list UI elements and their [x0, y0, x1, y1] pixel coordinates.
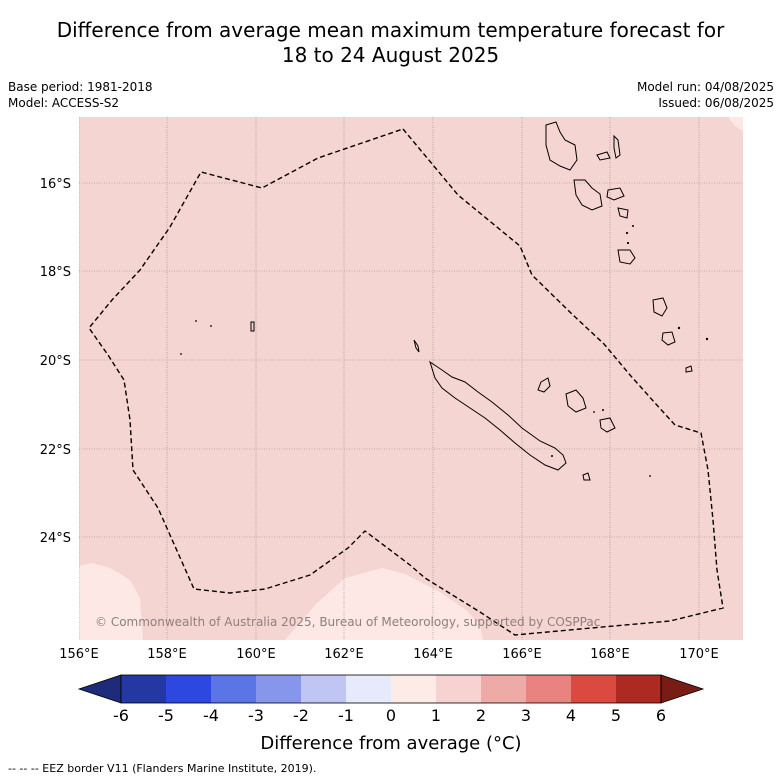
- island-epi: [606, 187, 625, 201]
- eez-footnote: -- -- -- EEZ border V11 (Flanders Marine…: [8, 762, 317, 775]
- model-run: Model run: 04/08/2025: [636, 80, 774, 94]
- colorbar-tick: -5: [158, 706, 174, 725]
- island-ile-des-pins: [582, 472, 591, 481]
- lat-label: 22°S: [40, 443, 71, 458]
- colorbar-tick: 2: [476, 706, 486, 725]
- anomaly-0-to-1-region-west: [79, 563, 143, 640]
- colorbar-swatch: [256, 675, 301, 703]
- colorbar-swatch: [121, 675, 166, 703]
- island-erromango: [617, 249, 636, 265]
- colorbar: -6 -5 -4 -3 -2 -1 0 1 2 3 4 5 6 Differen…: [77, 674, 705, 754]
- lon-label: 156°E: [59, 647, 99, 662]
- colorbar-swatch: [481, 675, 526, 703]
- colorbar-swatch: [166, 675, 211, 703]
- lat-label: 16°S: [40, 177, 71, 192]
- colorbar-tick: -3: [248, 706, 264, 725]
- meta-left: Base period: 1981-2018 Model: ACCESS-S2: [8, 79, 153, 111]
- island-mare: [599, 417, 616, 433]
- lon-label: 162°E: [324, 647, 364, 662]
- colorbar-tick: -4: [203, 706, 219, 725]
- model-name: Model: ACCESS-S2: [8, 96, 120, 110]
- colorbar-tick: 3: [521, 706, 531, 725]
- colorbar-label: Difference from average (°C): [260, 733, 521, 754]
- lon-label: 158°E: [147, 647, 187, 662]
- colorbar-swatch: [526, 675, 571, 703]
- colorbar-tick: -6: [113, 706, 129, 725]
- islets: [180, 225, 709, 477]
- longitude-labels: 156°E 158°E 160°E 162°E 164°E 166°E 168°…: [59, 647, 719, 662]
- anomaly-0-to-1-region-northeast: [728, 117, 743, 131]
- title-line-2: 18 to 24 August 2025: [281, 43, 500, 67]
- island-belep: [413, 339, 420, 353]
- eez-border: [88, 128, 724, 636]
- island-malakula: [573, 179, 603, 211]
- lon-label: 166°E: [502, 647, 542, 662]
- base-period: Base period: 1981-2018: [8, 80, 153, 94]
- island-maewo: [613, 134, 621, 159]
- lon-label: 164°E: [413, 647, 453, 662]
- title-line-1: Difference from average mean maximum tem…: [56, 18, 725, 42]
- colorbar-low-extend: [77, 674, 122, 704]
- latitude-labels: 16°S 18°S 20°S 22°S 24°S: [40, 177, 71, 546]
- colorbar-swatch: [571, 675, 616, 703]
- graticule: [79, 117, 743, 640]
- colorbar-ticks: -6 -5 -4 -3 -2 -1 0 1 2 3 4 5 6: [113, 706, 666, 725]
- island-lifou: [565, 389, 587, 413]
- colorbar-outline: [120, 674, 662, 704]
- meta-right: Model run: 04/08/2025 Issued: 06/08/2025: [637, 79, 774, 111]
- chart-title: Difference from average mean maximum tem…: [0, 18, 781, 68]
- colorbar-swatch: [211, 675, 256, 703]
- anomaly-0-to-1-region-south: [285, 568, 483, 640]
- colorbar-swatches: [121, 675, 661, 703]
- copyright-text: © Commonwealth of Australia 2025, Bureau…: [95, 615, 600, 629]
- island-tanna: [652, 297, 668, 317]
- lat-label: 24°S: [40, 531, 71, 546]
- colorbar-tick: 4: [566, 706, 576, 725]
- map-area: © Commonwealth of Australia 2025, Bureau…: [79, 117, 743, 640]
- colorbar-tick: 1: [431, 706, 441, 725]
- colorbar-tick: -2: [293, 706, 309, 725]
- colorbar-tick: 6: [656, 706, 666, 725]
- island-walpole: [685, 365, 693, 373]
- island-ambae: [596, 151, 611, 161]
- colorbar-swatch: [346, 675, 391, 703]
- island-aneityum: [661, 331, 676, 346]
- lat-label: 18°S: [40, 265, 71, 280]
- island-efate: [617, 207, 629, 219]
- colorbar-tick: -1: [338, 706, 354, 725]
- lon-label: 168°E: [590, 647, 630, 662]
- colorbar-swatch: [436, 675, 481, 703]
- island-ouvea: [537, 377, 551, 393]
- colorbar-swatch: [301, 675, 346, 703]
- colorbar-tick: 5: [611, 706, 621, 725]
- island-new-caledonia: [429, 360, 567, 471]
- lon-label: 170°E: [679, 647, 719, 662]
- colorbar-swatch: [391, 675, 436, 703]
- colorbar-swatch: [616, 675, 661, 703]
- island-espiritu-santo: [545, 121, 578, 171]
- lat-label: 20°S: [40, 354, 71, 369]
- island-chesterfield: [250, 321, 255, 332]
- issued-date: Issued: 06/08/2025: [658, 96, 774, 110]
- lon-label: 160°E: [236, 647, 276, 662]
- anomaly-1-to-2-region: [79, 117, 743, 640]
- colorbar-tick: 0: [386, 706, 396, 725]
- colorbar-high-extend: [660, 674, 705, 704]
- coastlines: [250, 121, 693, 481]
